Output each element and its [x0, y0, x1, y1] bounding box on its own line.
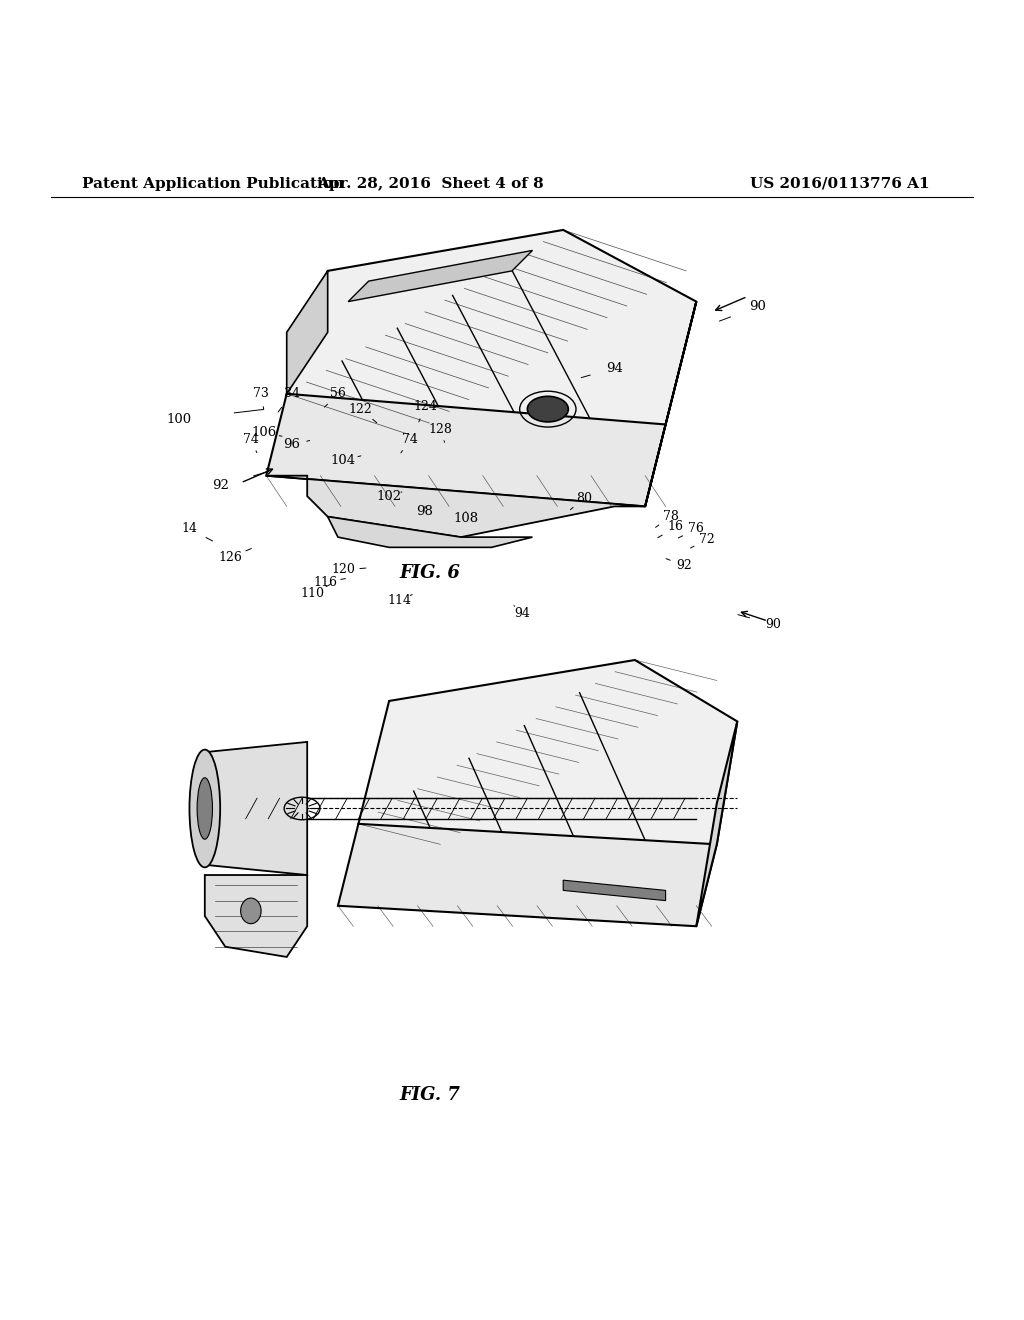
- Polygon shape: [348, 251, 532, 301]
- Ellipse shape: [241, 898, 261, 924]
- Text: 92: 92: [212, 479, 228, 492]
- Text: 76: 76: [688, 523, 705, 536]
- Text: 114: 114: [387, 594, 412, 607]
- Text: 102: 102: [377, 490, 401, 503]
- Text: 94: 94: [514, 607, 530, 620]
- Text: 92: 92: [676, 560, 692, 573]
- Text: 106: 106: [252, 426, 276, 440]
- Text: Patent Application Publication: Patent Application Publication: [82, 177, 344, 191]
- Polygon shape: [328, 516, 532, 548]
- Polygon shape: [338, 824, 717, 927]
- Text: 128: 128: [428, 424, 453, 436]
- Text: 34: 34: [284, 387, 300, 400]
- Text: 78: 78: [663, 510, 679, 523]
- Polygon shape: [266, 475, 645, 537]
- Polygon shape: [645, 301, 696, 507]
- Text: 74: 74: [401, 433, 418, 446]
- Text: 90: 90: [750, 300, 766, 313]
- Polygon shape: [205, 875, 307, 957]
- Text: 126: 126: [218, 552, 243, 564]
- Text: 122: 122: [348, 403, 373, 416]
- Text: 120: 120: [331, 564, 355, 577]
- Text: 100: 100: [167, 413, 191, 426]
- Ellipse shape: [527, 396, 568, 422]
- Text: 98: 98: [417, 506, 433, 517]
- Ellipse shape: [197, 777, 213, 840]
- Polygon shape: [205, 742, 307, 875]
- Text: 74: 74: [243, 433, 259, 446]
- Text: 80: 80: [575, 492, 592, 504]
- Text: 94: 94: [606, 362, 623, 375]
- Text: 96: 96: [284, 438, 300, 451]
- Text: FIG. 7: FIG. 7: [399, 1086, 461, 1105]
- Polygon shape: [696, 722, 737, 927]
- Text: US 2016/0113776 A1: US 2016/0113776 A1: [750, 177, 930, 191]
- Ellipse shape: [189, 750, 220, 867]
- Text: 72: 72: [698, 533, 715, 545]
- Text: 108: 108: [454, 512, 478, 525]
- Text: 56: 56: [330, 387, 346, 400]
- Text: 104: 104: [331, 454, 355, 467]
- Text: FIG. 6: FIG. 6: [399, 564, 461, 582]
- Text: 116: 116: [313, 576, 338, 589]
- Text: 110: 110: [300, 587, 325, 599]
- Polygon shape: [287, 230, 696, 466]
- Polygon shape: [287, 271, 328, 393]
- Text: 73: 73: [253, 387, 269, 400]
- Text: Apr. 28, 2016  Sheet 4 of 8: Apr. 28, 2016 Sheet 4 of 8: [316, 177, 544, 191]
- Polygon shape: [563, 880, 666, 900]
- Text: 14: 14: [181, 523, 198, 536]
- Polygon shape: [358, 660, 737, 886]
- Polygon shape: [266, 393, 666, 507]
- Text: 90: 90: [765, 618, 781, 631]
- Text: 16: 16: [668, 520, 684, 533]
- Text: 124: 124: [413, 400, 437, 413]
